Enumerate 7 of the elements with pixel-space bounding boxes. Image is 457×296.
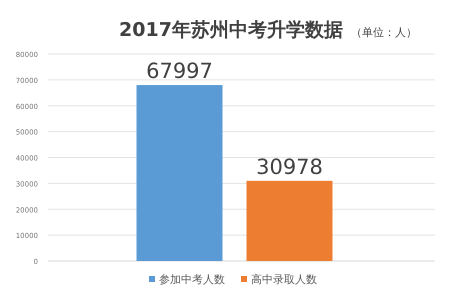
legend-label: 高中录取人数 <box>251 273 317 286</box>
data-label: 30978 <box>256 154 323 179</box>
title: 2017年苏州中考升学数据 （单位：人） <box>119 19 417 41</box>
legend-label: 参加中考人数 <box>159 273 225 286</box>
chart-title: 2017年苏州中考升学数据 <box>119 19 343 41</box>
data-label: 67997 <box>146 59 213 84</box>
subtitle: （单位：人） <box>350 26 417 39</box>
